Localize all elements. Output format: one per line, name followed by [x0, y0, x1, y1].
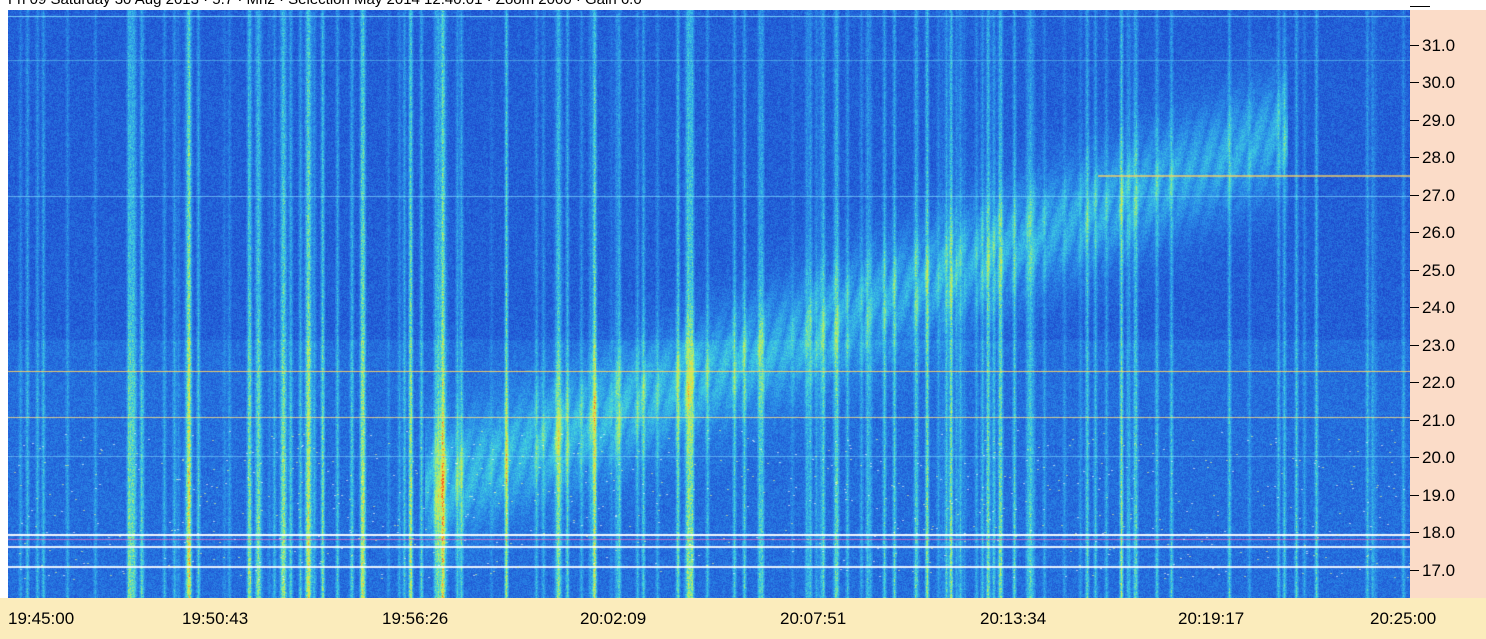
frequency-tick-label: 21.0 [1422, 411, 1456, 430]
frequency-tick-label: 19.0 [1422, 486, 1456, 505]
frequency-tick-label: 17.0 [1422, 561, 1456, 580]
spectrogram-canvas[interactable] [8, 10, 1410, 598]
frequency-tick: 18.0 [1410, 523, 1486, 543]
header-title: Fri 09 Saturday 30 Aug 2013 · 5.7 · Mhz … [8, 0, 642, 8]
time-tick-label: 20:13:34 [980, 609, 1047, 628]
frequency-tick-label: 23.0 [1422, 336, 1456, 355]
time-tick-label: 20:25:00 [1370, 609, 1437, 628]
frequency-tick-label: 27.0 [1422, 186, 1456, 205]
frequency-tick: 30.0 [1410, 73, 1486, 93]
frequency-tick: 23.0 [1410, 336, 1486, 356]
frequency-tick-label: 20.0 [1422, 448, 1456, 467]
time-tick-label: 20:19:17 [1178, 609, 1245, 628]
frequency-tick-label: 18.0 [1422, 523, 1456, 542]
time-tick-label: 19:50:43 [182, 609, 249, 628]
frequency-tick-label: 28.0 [1422, 148, 1456, 167]
frequency-tick: 17.0 [1410, 561, 1486, 581]
frequency-tick: 27.0 [1410, 186, 1486, 206]
frequency-tick-label: 31.0 [1422, 36, 1456, 55]
frequency-tick-label: 24.0 [1422, 298, 1456, 317]
frequency-tick: 22.0 [1410, 373, 1486, 393]
frequency-tick: 31.0 [1410, 36, 1486, 56]
frequency-tick: 29.0 [1410, 111, 1486, 131]
frequency-tick-label: 22.0 [1422, 373, 1456, 392]
time-axis: 19:45:00 19:50:43 19:56:26 20:02:09 20:0… [0, 598, 1486, 639]
time-tick-label: 20:07:51 [780, 609, 847, 628]
info-header: Fri 09 Saturday 30 Aug 2013 · 5.7 · Mhz … [0, 0, 1486, 10]
frequency-tick: 25.0 [1410, 261, 1486, 281]
time-tick-label: 19:56:26 [382, 609, 449, 628]
frequency-tick: 24.0 [1410, 298, 1486, 318]
frequency-tick: 26.0 [1410, 223, 1486, 243]
axis-corner-tick [1410, 6, 1430, 7]
frequency-tick: 19.0 [1410, 486, 1486, 506]
frequency-tick-label: 25.0 [1422, 261, 1456, 280]
frequency-tick-label: 29.0 [1422, 111, 1456, 130]
frequency-axis: 31.0 30.0 29.0 28.0 27.0 26.0 25.0 24.0 … [1410, 10, 1486, 598]
time-tick-label: 20:02:09 [580, 609, 647, 628]
frequency-tick: 21.0 [1410, 411, 1486, 431]
time-tick-label: 19:45:00 [8, 609, 75, 628]
frequency-tick-label: 30.0 [1422, 73, 1456, 92]
frequency-tick-label: 26.0 [1422, 223, 1456, 242]
frequency-tick: 28.0 [1410, 148, 1486, 168]
frequency-tick: 20.0 [1410, 448, 1486, 468]
